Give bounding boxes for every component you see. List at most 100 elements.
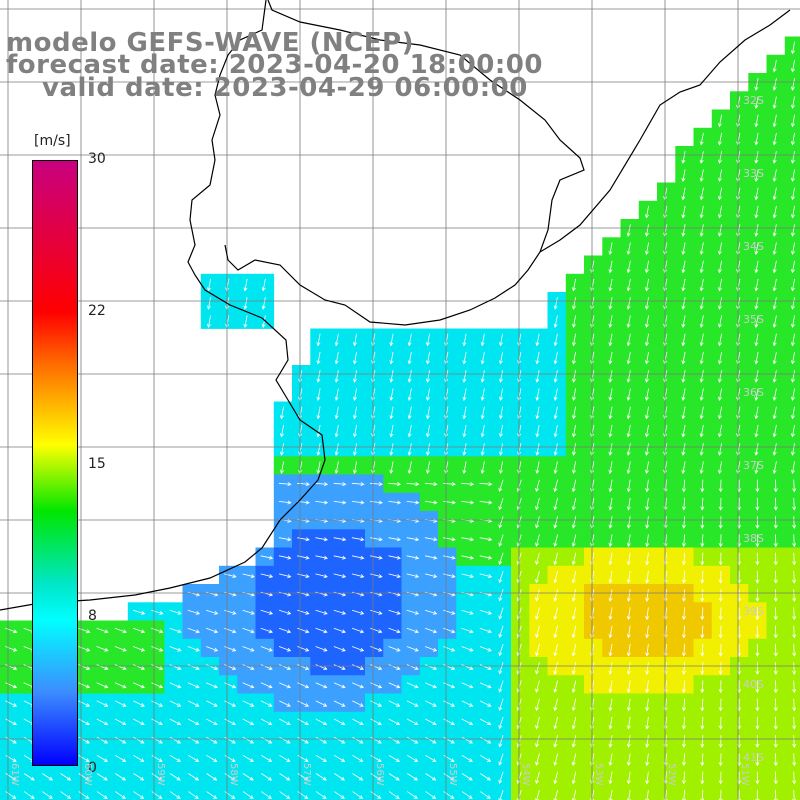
wind-arrow: [5, 718, 17, 725]
wind-arrow: [700, 497, 705, 511]
wind-arrow: [5, 682, 18, 689]
wind-arrow: [772, 96, 777, 110]
wind-cell: [784, 620, 800, 640]
wind-arrow: [132, 609, 146, 615]
wind-cell: [784, 255, 800, 275]
coastline: [0, 0, 791, 611]
wind-arrow: [681, 315, 686, 329]
wind-arrow: [608, 771, 613, 785]
wind-arrow: [243, 315, 248, 329]
wind-arrow: [571, 370, 576, 383]
wind-arrow: [260, 573, 274, 579]
wind-arrow: [316, 351, 321, 365]
wind-arrow: [645, 662, 650, 675]
wind-arrow: [681, 753, 686, 767]
wind-arrow: [608, 534, 613, 548]
wind-arrow: [644, 351, 649, 365]
wind-arrow: [645, 497, 650, 511]
wind-arrow: [553, 698, 558, 712]
wind-arrow: [754, 370, 759, 383]
wind-arrow: [755, 680, 760, 694]
wind-arrow: [479, 682, 492, 689]
wind-arrow: [334, 791, 345, 799]
wind-arrow: [498, 497, 504, 511]
wind-arrow: [553, 625, 558, 639]
wind-arrow: [169, 773, 181, 781]
wind-arrow: [425, 664, 438, 670]
wind-arrow: [772, 169, 777, 183]
wind-arrow: [608, 333, 613, 347]
wind-arrow: [608, 315, 613, 329]
wind-arrow: [754, 406, 759, 420]
wind-arrow: [772, 187, 777, 201]
wind-arrow: [645, 771, 650, 785]
wind-arrow: [333, 646, 346, 652]
wind-arrow: [772, 151, 777, 164]
wind-arrow: [407, 773, 418, 781]
wind-arrow: [790, 205, 795, 219]
wind-arrow: [114, 627, 127, 634]
wind-arrow: [699, 242, 704, 256]
wind-arrow: [498, 370, 503, 383]
wind-arrow: [297, 609, 310, 615]
wind-arrow: [260, 736, 273, 744]
wind-arrow: [370, 700, 383, 707]
lon-label: 54W: [520, 763, 531, 786]
wind-arrow: [370, 573, 383, 579]
wind-arrow: [790, 96, 795, 110]
wind-arrow: [169, 627, 182, 634]
wind-arrow: [792, 680, 797, 694]
wind-arrow: [644, 443, 649, 456]
wind-arrow: [681, 224, 686, 237]
wind-arrow: [790, 59, 795, 73]
wind-arrow: [352, 333, 357, 347]
wind-arrow: [443, 646, 456, 652]
wind-arrow: [443, 773, 455, 781]
wind-arrow: [479, 573, 493, 579]
wind-arrow: [700, 552, 705, 566]
wind-arrow: [717, 242, 722, 256]
wind-arrow: [151, 718, 163, 725]
wind-arrow: [187, 627, 200, 634]
wind-arrow: [187, 682, 200, 689]
lon-label: 52W: [666, 763, 677, 786]
wind-arrow: [571, 315, 576, 329]
wind-arrow: [279, 406, 284, 420]
wind-arrow: [717, 224, 722, 237]
wind-arrow: [315, 500, 329, 505]
wind-cell: [784, 529, 800, 548]
wind-arrow: [790, 315, 795, 329]
wind-arrow: [370, 555, 383, 560]
wind-arrow: [700, 479, 705, 493]
wind-arrow: [242, 791, 254, 799]
wind-arrow: [535, 388, 540, 402]
wind-arrow: [535, 771, 540, 785]
wind-arrow: [498, 698, 504, 711]
wind-arrow: [535, 370, 540, 383]
wind-arrow: [242, 736, 255, 744]
lat-label: 38S: [743, 532, 764, 545]
wind-arrow: [754, 242, 759, 256]
wind-arrow: [772, 132, 777, 146]
wind-arrow: [772, 78, 777, 91]
wind-arrow: [78, 627, 91, 634]
wind-arrow: [334, 461, 339, 475]
wind-arrow: [388, 555, 402, 560]
wind-arrow: [700, 589, 705, 602]
wind-arrow: [370, 682, 383, 689]
wind-arrow: [315, 664, 328, 670]
wind-arrow: [151, 664, 164, 670]
wind-arrow: [5, 773, 17, 781]
wind-arrow: [370, 646, 383, 652]
wind-arrow: [407, 791, 418, 799]
wind-cell: [784, 711, 800, 731]
wind-arrow: [461, 791, 473, 799]
wind-arrow: [389, 461, 394, 475]
wind-arrow: [717, 333, 722, 347]
wind-arrow: [461, 718, 474, 725]
wind-arrow: [407, 370, 412, 383]
wind-arrow: [553, 607, 558, 620]
wind-arrow: [626, 497, 631, 511]
wind-arrow: [571, 297, 576, 310]
wind-arrow: [626, 716, 631, 730]
